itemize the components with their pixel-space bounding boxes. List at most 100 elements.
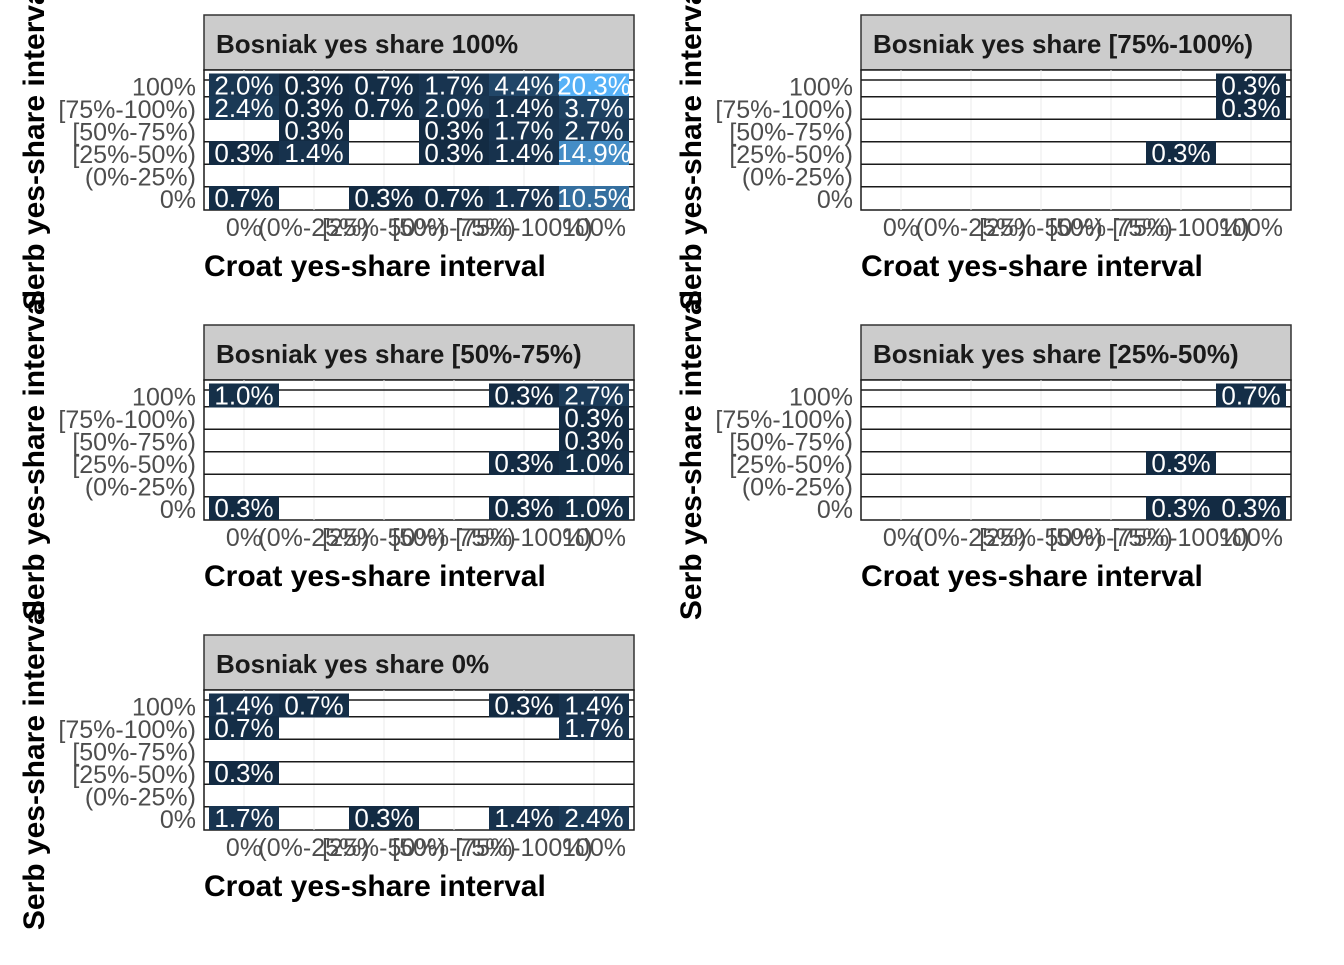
heat-tile	[559, 118, 629, 143]
tile-label: 2.4%	[564, 803, 623, 833]
x-tick-label: 0%	[883, 524, 919, 552]
y-tick-label: (0%-25%)	[85, 784, 196, 812]
y-tick-label: (0%-25%)	[85, 474, 196, 502]
x-tick-label: [50%-75%)	[1049, 524, 1173, 552]
x-tick-label: 100%	[1219, 214, 1283, 242]
y-tick-label: (0%-25%)	[742, 474, 853, 502]
y-axis-title: Serb yes-share interval	[675, 0, 708, 310]
tile-label: 1.7%	[494, 116, 553, 146]
heat-tile	[279, 118, 349, 143]
heat-tile	[559, 716, 629, 740]
tile-label: 0.3%	[284, 71, 343, 101]
heat-tile	[559, 96, 629, 120]
x-tick-label: 100%	[562, 834, 626, 862]
tile-label: 1.4%	[494, 803, 553, 833]
tile-label: 2.0%	[424, 93, 483, 123]
tile-label: 0.7%	[424, 183, 483, 213]
y-tick-label: 0%	[160, 186, 196, 214]
facet-title: Bosniak yes share 100%	[216, 29, 518, 59]
heat-tile	[1216, 96, 1286, 120]
y-tick-label: [75%-100%)	[58, 406, 196, 434]
heat-tile	[349, 806, 419, 830]
panel-5: Bosniak yes share 0%1.4% 0.7% 0.3% 1.4%0.7%…	[18, 600, 635, 930]
y-tick-label: 0%	[160, 496, 196, 524]
tile-label: 1.4%	[214, 691, 273, 721]
tile-label: 0.3%	[284, 116, 343, 146]
panel-1: Bosniak yes share 100%2.0% 0.3% 0.7% 1.7% 4.…	[18, 0, 635, 310]
heat-tile	[559, 406, 629, 430]
x-tick-label: (0%-25%)	[915, 524, 1026, 552]
tile-label: 20.3%	[557, 71, 631, 101]
tile-label: 1.4%	[564, 691, 623, 721]
heat-tile	[1216, 496, 1286, 520]
heat-tile	[489, 451, 559, 475]
tile-label: 0.3%	[1221, 71, 1280, 101]
facet-strip	[203, 14, 635, 71]
tile-label: 1.7%	[424, 71, 483, 101]
heat-tile	[559, 428, 629, 453]
facet-strip	[203, 634, 635, 691]
x-tick-label: [50%-75%)	[1049, 214, 1173, 242]
tile-label: 2.0%	[214, 71, 273, 101]
tile-label: 0.3%	[1221, 93, 1280, 123]
tile-label: 0.7%	[354, 71, 413, 101]
tile-label: 1.4%	[494, 138, 553, 168]
tile-label: 0.3%	[284, 93, 343, 123]
x-tick-label: [75%-100%)	[455, 524, 593, 552]
y-tick-label: [50%-75%)	[729, 429, 853, 457]
x-tick-label: (0%-25%)	[258, 524, 369, 552]
tile-label: 0.3%	[214, 493, 273, 523]
heat-tile	[559, 73, 629, 98]
tile-label: 0.3%	[214, 138, 273, 168]
facet-strip	[860, 14, 1292, 71]
heat-tile	[209, 806, 279, 830]
heat-tile	[209, 186, 279, 210]
heat-tile	[419, 73, 489, 98]
tile-label: 1.7%	[494, 183, 553, 213]
tile-label: 1.4%	[494, 93, 553, 123]
tile-label: 0.3%	[1151, 448, 1210, 478]
tile-label: 2.7%	[564, 381, 623, 411]
heat-tile	[209, 716, 279, 740]
y-tick-label: [25%-50%)	[72, 141, 196, 169]
y-tick-label: 100%	[132, 384, 196, 412]
heat-tile	[349, 186, 419, 210]
heat-tile	[279, 96, 349, 120]
y-tick-label: [50%-75%)	[72, 429, 196, 457]
tile-label: 3.7%	[564, 93, 623, 123]
tile-label: 0.3%	[564, 426, 623, 456]
x-tick-label: [25%-50%)	[979, 524, 1103, 552]
heat-tile	[1146, 141, 1216, 165]
heat-tile	[279, 141, 349, 165]
y-tick-label: [50%-75%)	[72, 119, 196, 147]
y-tick-label: 100%	[789, 384, 853, 412]
heat-tile	[489, 693, 559, 718]
heat-tile	[419, 141, 489, 165]
heat-tile	[209, 693, 279, 718]
y-tick-label: 100%	[132, 694, 196, 722]
x-tick-label: 0%	[226, 524, 262, 552]
x-tick-label: 100%	[562, 524, 626, 552]
heat-tile	[489, 141, 559, 165]
x-tick-label: 100%	[562, 214, 626, 242]
heat-tile	[419, 186, 489, 210]
heat-tile	[489, 73, 559, 98]
heat-tile	[349, 73, 419, 98]
heat-tile	[559, 806, 629, 830]
x-tick-label: [25%-50%)	[979, 214, 1103, 242]
tile-label: 2.4%	[214, 93, 273, 123]
x-axis-title: Croat yes-share interval	[204, 560, 546, 593]
heat-tile	[489, 96, 559, 120]
x-tick-label: [75%-100%)	[1112, 524, 1250, 552]
heat-tile	[209, 73, 279, 98]
x-tick-label: (0%-25%)	[258, 214, 369, 242]
x-tick-label: (0%-25%)	[258, 834, 369, 862]
tile-label: 0.3%	[214, 758, 273, 788]
tile-label: 0.7%	[284, 691, 343, 721]
y-axis-title: Serb yes-share interval	[675, 290, 708, 620]
y-tick-label: 100%	[132, 74, 196, 102]
x-tick-label: [50%-75%)	[392, 214, 516, 242]
y-tick-label: [25%-50%)	[729, 141, 853, 169]
tile-label: 2.7%	[564, 116, 623, 146]
